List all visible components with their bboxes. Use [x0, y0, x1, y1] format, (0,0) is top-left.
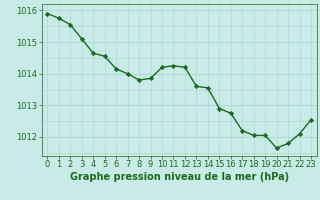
X-axis label: Graphe pression niveau de la mer (hPa): Graphe pression niveau de la mer (hPa) [70, 172, 289, 182]
